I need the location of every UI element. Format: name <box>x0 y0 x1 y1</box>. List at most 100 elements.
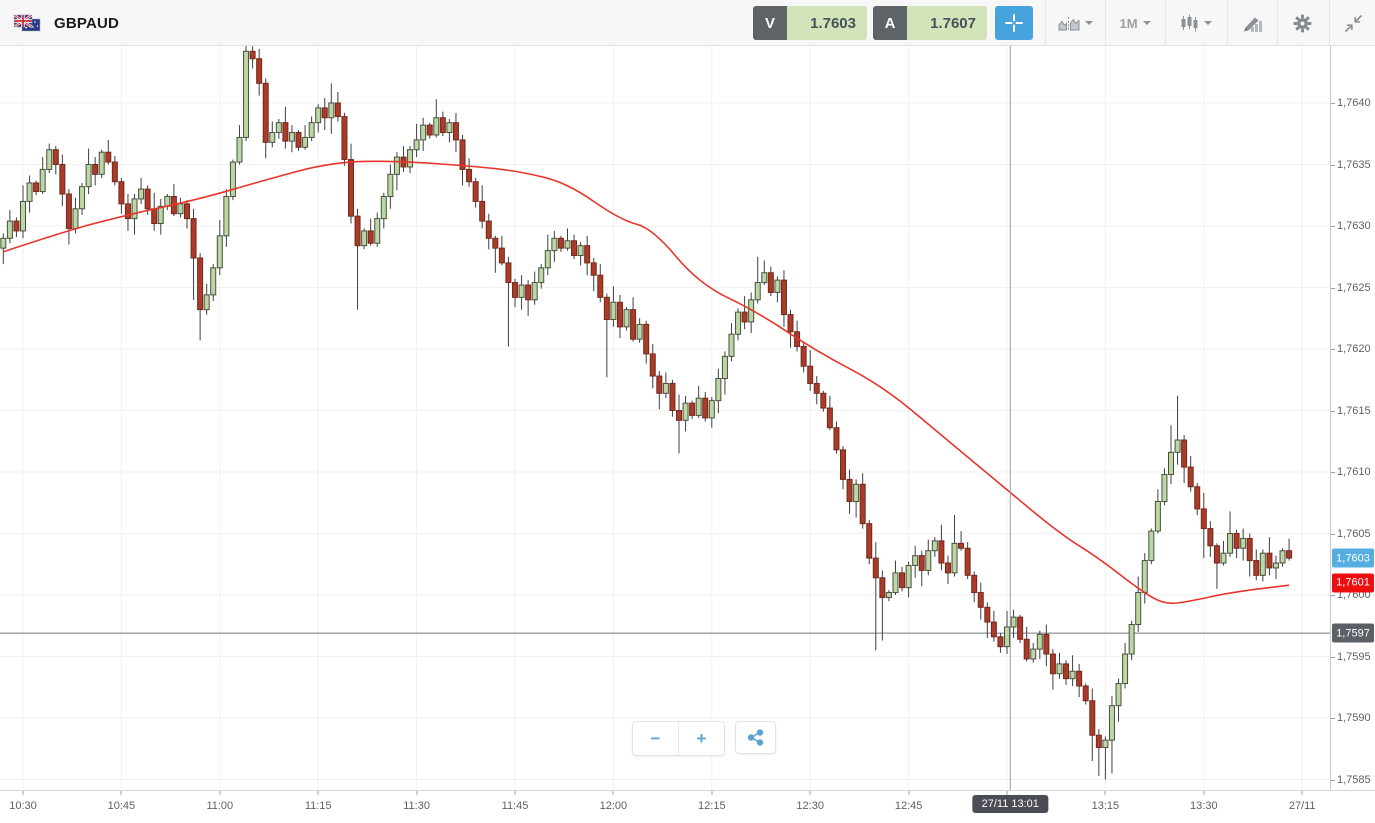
candle <box>210 264 217 302</box>
timeframe-button[interactable]: 1M <box>1110 6 1160 40</box>
candle <box>426 122 433 139</box>
candle <box>6 210 13 244</box>
price-tick <box>1331 656 1335 658</box>
candle <box>853 479 860 518</box>
candle <box>256 48 263 96</box>
price-tick <box>1331 349 1335 350</box>
price-axis-label: 1,7610 <box>1337 466 1371 478</box>
candle <box>695 385 702 418</box>
collapse-button[interactable] <box>1334 6 1372 40</box>
candle <box>1154 489 1161 534</box>
candle <box>33 180 40 196</box>
candle <box>236 125 243 165</box>
candle <box>538 264 545 289</box>
symbol-title: GBPAUD <box>54 14 120 32</box>
candle <box>1286 538 1293 561</box>
candle <box>597 264 604 303</box>
time-axis-label: 11:30 <box>403 800 430 812</box>
candle <box>787 309 794 348</box>
candle <box>689 400 696 420</box>
gb-au-flags-icon <box>14 14 41 32</box>
share-button[interactable] <box>735 721 776 754</box>
candle <box>544 234 551 276</box>
time-axis-label: 11:15 <box>304 800 332 812</box>
price-axis-label: 1,7595 <box>1337 650 1371 663</box>
candle <box>990 610 997 642</box>
candle <box>288 125 295 153</box>
drawing-tools-button[interactable] <box>1232 6 1272 40</box>
candle <box>1049 649 1056 690</box>
candle <box>118 178 125 214</box>
candle <box>826 395 833 431</box>
grid <box>0 46 1330 790</box>
candle <box>498 235 505 266</box>
crosshair-button[interactable] <box>995 6 1033 40</box>
candle <box>151 192 158 231</box>
candle <box>1069 655 1076 687</box>
chart-area[interactable]: 1,7640 1,7635 1,7630 1,7625 1,7620 1,7615 1,76… <box>0 46 1375 823</box>
candle <box>157 198 164 235</box>
candle <box>551 230 558 262</box>
candle <box>708 396 715 428</box>
candle <box>616 294 623 338</box>
drawing-tools-icon <box>1242 15 1262 32</box>
bid-price-badge: 1,7603 <box>1332 548 1374 568</box>
price-axis[interactable]: 1,7640 1,7635 1,7630 1,7625 1,7620 1,7615 1,76… <box>1330 46 1375 790</box>
candle <box>905 561 912 598</box>
candle <box>1122 642 1129 689</box>
candle <box>1194 483 1201 516</box>
chart-type-button[interactable] <box>1170 6 1222 40</box>
candle <box>282 106 289 149</box>
candle <box>1108 695 1115 774</box>
candle <box>735 308 742 341</box>
time-axis[interactable]: 27/11 13:01 10:30 10:45 11:00 11:15 11:30 11:… <box>0 790 1375 823</box>
zoom-out-button[interactable]: − <box>633 722 678 755</box>
level-price-badge: 1,7597 <box>1332 623 1374 643</box>
candle <box>984 602 991 639</box>
candle <box>111 155 118 186</box>
candle <box>452 112 459 153</box>
chevron-down-icon <box>1084 21 1093 25</box>
candle <box>866 519 873 565</box>
candle <box>380 192 387 229</box>
buy-button[interactable]: A 1.7607 <box>873 6 987 40</box>
candle <box>669 379 676 417</box>
candle <box>859 473 866 529</box>
compare-charts-button[interactable] <box>1051 6 1099 40</box>
time-tick <box>1301 791 1303 795</box>
zoom-in-button[interactable]: + <box>679 722 724 755</box>
candle-series <box>0 46 1293 780</box>
candle <box>918 550 925 587</box>
candle <box>393 152 400 191</box>
settings-button[interactable] <box>1282 6 1322 40</box>
toolbar-divider <box>1227 0 1228 46</box>
candle <box>1187 456 1194 492</box>
candle <box>1043 624 1050 667</box>
candle <box>754 256 761 304</box>
candle <box>20 185 26 239</box>
candle <box>1115 678 1122 722</box>
candle <box>925 539 932 576</box>
candle <box>964 542 971 580</box>
chart-controls: − + <box>632 721 776 756</box>
candle <box>321 98 328 131</box>
price-tick <box>1331 595 1335 596</box>
candlestick-chart[interactable] <box>0 46 1330 790</box>
candle <box>682 395 689 432</box>
candle <box>92 157 99 186</box>
sell-button[interactable]: V 1.7603 <box>753 6 867 40</box>
candle <box>334 91 341 122</box>
candle <box>315 104 322 133</box>
candle <box>308 116 315 142</box>
chevron-down-icon <box>1204 21 1212 25</box>
zoom-control-group: − + <box>632 721 725 756</box>
candle <box>512 278 518 308</box>
gear-icon <box>1293 14 1312 33</box>
candle <box>1161 468 1168 506</box>
candle <box>1200 492 1207 559</box>
candle <box>98 149 105 179</box>
candle <box>1010 609 1017 639</box>
candle <box>1266 537 1273 576</box>
candle <box>944 555 951 584</box>
share-icon <box>747 729 764 746</box>
